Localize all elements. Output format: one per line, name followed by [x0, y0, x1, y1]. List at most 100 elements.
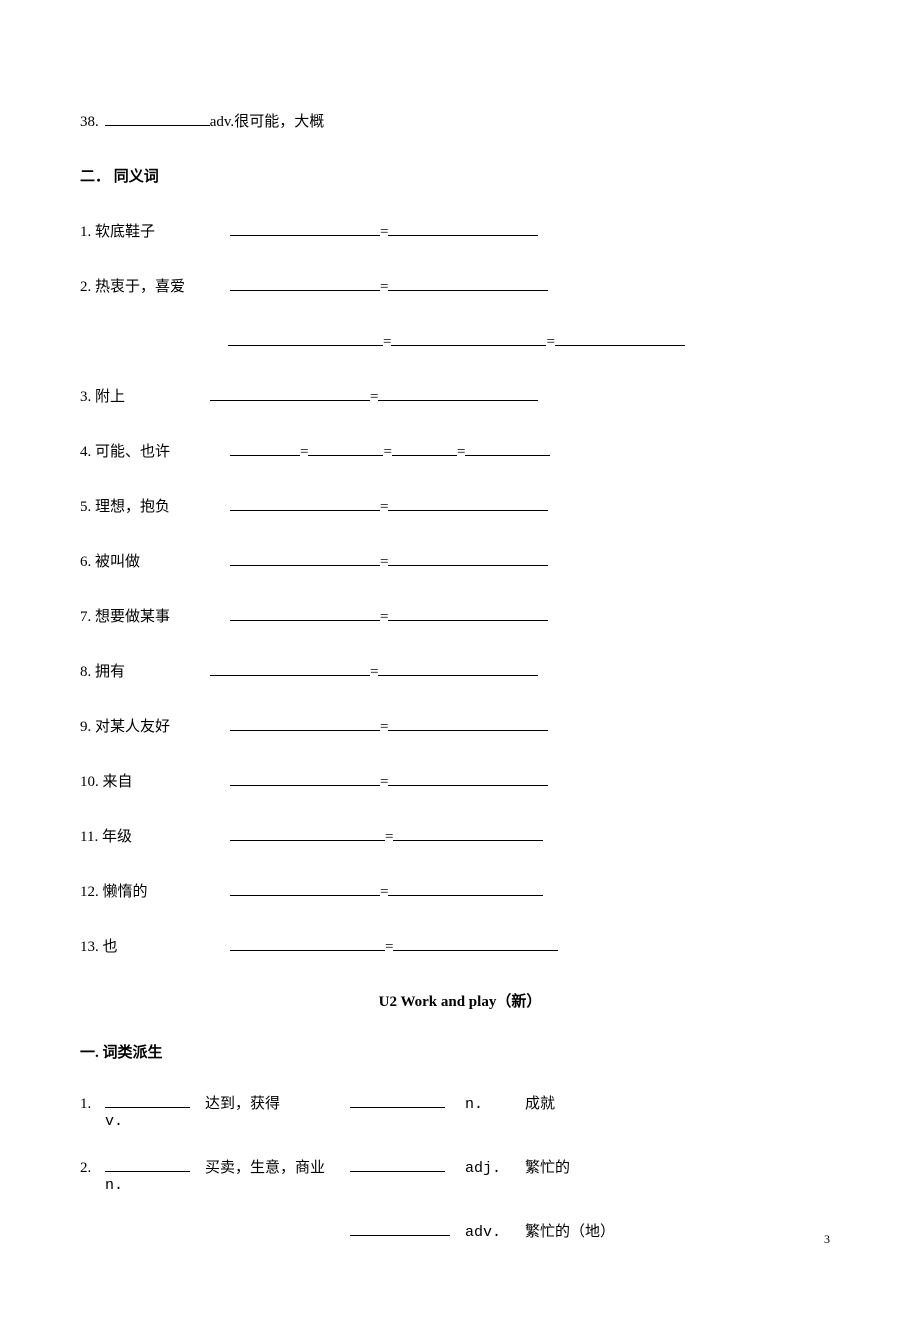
vocab-item-38: 38. adv. 很可能，大概 — [80, 110, 840, 131]
blank-field[interactable] — [230, 495, 380, 511]
part-of-speech: n. — [105, 1177, 123, 1194]
definition: 繁忙的 — [525, 1156, 570, 1177]
equals-sign: = — [385, 829, 393, 846]
synonym-row: 8. 拥有 = — [80, 660, 840, 681]
synonym-row: 1. 软底鞋子 = — [80, 220, 840, 241]
blank-field[interactable] — [105, 1092, 190, 1108]
synonym-row: 6. 被叫做 = — [80, 550, 840, 571]
blank-field[interactable] — [230, 550, 380, 566]
item-number: 10. — [80, 774, 99, 790]
blank-field[interactable] — [465, 440, 550, 456]
part-of-speech: adj. — [465, 1160, 525, 1177]
unit-title-en: U2 Work and play — [379, 994, 497, 1010]
blank-field[interactable] — [230, 715, 380, 731]
synonym-row: 4. 可能、也许 = = = — [80, 440, 840, 461]
equals-sign: = — [380, 279, 388, 296]
derivation-row: 2. n. 买卖，生意，商业 adj. 繁忙的 — [80, 1156, 840, 1194]
blank-field[interactable] — [230, 605, 380, 621]
blank-field[interactable] — [378, 660, 538, 676]
blank-field[interactable] — [391, 330, 546, 346]
item-label: 想要做某事 — [95, 609, 170, 625]
equals-sign: = — [380, 224, 388, 241]
item-label: 拥有 — [95, 664, 125, 680]
synonym-row: 11. 年级 = — [80, 825, 840, 846]
blank-field[interactable] — [230, 825, 385, 841]
item-label: 附上 — [95, 389, 125, 405]
synonym-row: 2. 热衷于，喜爱 = — [80, 275, 840, 296]
equals-sign: = — [380, 884, 388, 901]
item-label: 被叫做 — [95, 554, 140, 570]
item-number: 3. — [80, 389, 91, 405]
equals-sign: = — [380, 554, 388, 571]
blank-field[interactable] — [105, 110, 210, 126]
blank-field[interactable] — [388, 880, 543, 896]
item-number: 6. — [80, 554, 91, 570]
blank-field[interactable] — [308, 440, 383, 456]
blank-field[interactable] — [388, 770, 548, 786]
equals-sign: = — [370, 389, 378, 406]
blank-field[interactable] — [210, 385, 370, 401]
synonym-row: 9. 对某人友好 = — [80, 715, 840, 736]
blank-field[interactable] — [350, 1220, 450, 1236]
item-number: 7. — [80, 609, 91, 625]
item-number: 9. — [80, 719, 91, 735]
blank-field[interactable] — [105, 1156, 190, 1172]
blank-field[interactable] — [388, 550, 548, 566]
section-synonyms-heading: 二． 同义词 — [80, 165, 840, 186]
blank-field[interactable] — [555, 330, 685, 346]
item-number: 1. — [80, 1096, 105, 1113]
blank-field[interactable] — [230, 275, 380, 291]
blank-field[interactable] — [378, 385, 538, 401]
blank-field[interactable] — [350, 1092, 445, 1108]
item-label: 对某人友好 — [95, 719, 170, 735]
item-number: 5. — [80, 499, 91, 515]
blank-field[interactable] — [392, 440, 457, 456]
synonym-row: 10. 来自 = — [80, 770, 840, 791]
blank-field[interactable] — [230, 770, 380, 786]
blank-field[interactable] — [230, 880, 380, 896]
synonym-row: 7. 想要做某事 = — [80, 605, 840, 626]
part-of-speech: adv. — [210, 114, 234, 131]
blank-field[interactable] — [388, 715, 548, 731]
item-number: 13. — [80, 939, 99, 955]
blank-field[interactable] — [388, 220, 538, 236]
blank-field[interactable] — [393, 825, 543, 841]
definition: 达到，获得 — [205, 1092, 350, 1113]
blank-field[interactable] — [350, 1156, 445, 1172]
part-of-speech: n. — [465, 1096, 525, 1113]
definition: 繁忙的（地） — [525, 1220, 615, 1241]
blank-field[interactable] — [230, 220, 380, 236]
equals-sign: = — [383, 444, 391, 461]
blank-field[interactable] — [210, 660, 370, 676]
item-number: 12. — [80, 884, 99, 900]
blank-field[interactable] — [230, 935, 385, 951]
item-label: 热衷于，喜爱 — [95, 279, 185, 295]
definition: 成就 — [525, 1092, 555, 1113]
item-number: 11. — [80, 829, 98, 845]
definition: 买卖，生意，商业 — [205, 1156, 350, 1177]
section-derivation-heading: 一. 词类派生 — [80, 1041, 840, 1062]
synonym-row: 5. 理想，抱负 = — [80, 495, 840, 516]
blank-field[interactable] — [388, 605, 548, 621]
blank-field[interactable] — [388, 495, 548, 511]
item-label: 懒惰的 — [103, 884, 148, 900]
equals-sign: = — [370, 664, 378, 681]
blank-field[interactable] — [228, 330, 383, 346]
derivation-row-continuation: adv. 繁忙的（地） — [80, 1220, 840, 1241]
equals-sign: = — [380, 719, 388, 736]
blank-field[interactable] — [393, 935, 558, 951]
item-label: 软底鞋子 — [95, 224, 155, 240]
derivation-row: 1. v. 达到，获得 n. 成就 — [80, 1092, 840, 1130]
equals-sign: = — [383, 334, 391, 351]
blank-field[interactable] — [388, 275, 548, 291]
item-label: 可能、也许 — [95, 444, 170, 460]
synonym-row-continuation: = = — [80, 330, 840, 351]
synonym-row: 13. 也 = — [80, 935, 840, 956]
equals-sign: = — [385, 939, 393, 956]
blank-field[interactable] — [230, 440, 300, 456]
item-number: 2. — [80, 279, 91, 295]
unit-title-cn: （新） — [496, 994, 541, 1010]
item-number: 4. — [80, 444, 91, 460]
part-of-speech: adv. — [465, 1224, 525, 1241]
item-number: 1. — [80, 224, 91, 240]
